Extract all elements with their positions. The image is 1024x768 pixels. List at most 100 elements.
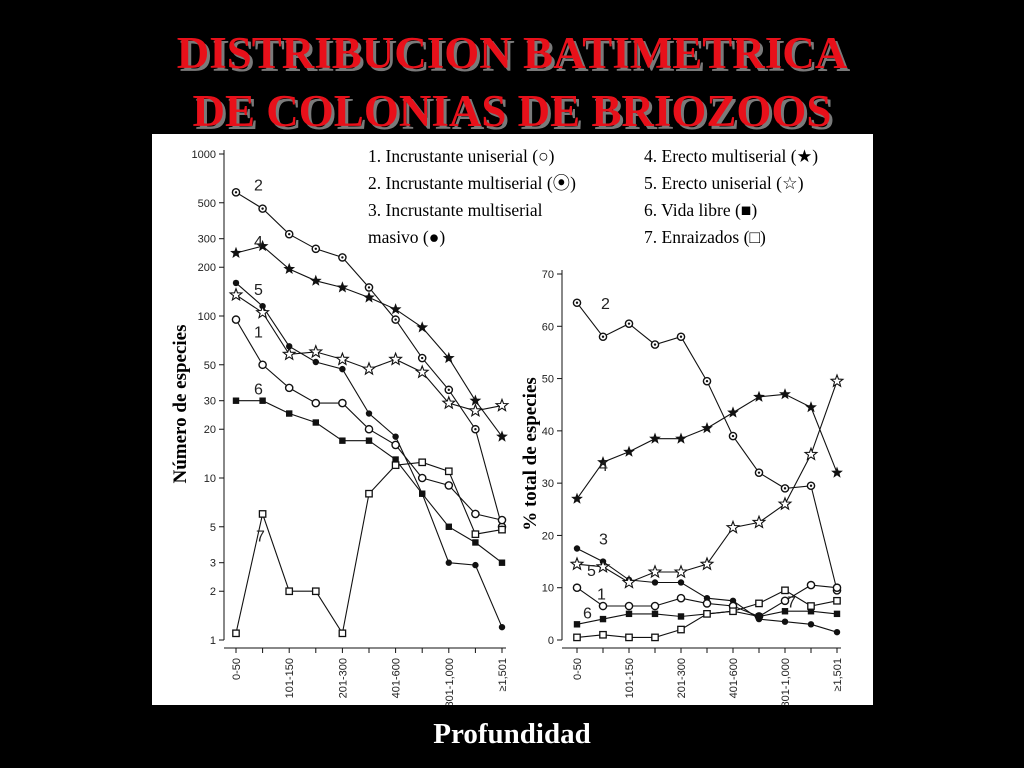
- series-label: 5: [254, 282, 263, 299]
- data-point: [308, 344, 324, 359]
- data-point: [498, 525, 506, 534]
- data-point: [441, 395, 457, 410]
- data-point: [365, 437, 373, 444]
- data-point: [699, 556, 715, 571]
- legend-item-1: 1. Incrustante uniserial (○): [368, 146, 555, 166]
- data-point: [624, 601, 634, 611]
- y-tick-label: 1: [210, 635, 216, 647]
- data-point: [727, 406, 739, 418]
- x-tick-label: 201-300: [337, 658, 349, 698]
- data-point: [232, 397, 240, 404]
- data-point: [569, 556, 585, 571]
- y-tick-label: 2: [210, 586, 216, 598]
- data-point-center: [731, 434, 735, 438]
- y-tick-label: 100: [198, 311, 216, 323]
- x-tick-label: 201-300: [676, 658, 688, 698]
- data-point: [336, 281, 349, 293]
- data-point: [283, 262, 296, 274]
- series-6: 6: [232, 382, 506, 566]
- y-tick-label: 3: [210, 558, 216, 570]
- data-point: [572, 583, 582, 593]
- data-point: [363, 291, 375, 303]
- y-tick-label: 30: [204, 396, 216, 408]
- data-point-center: [653, 343, 657, 346]
- data-point: [703, 610, 711, 618]
- data-point: [339, 437, 346, 444]
- series-7: 7: [232, 458, 506, 638]
- y-tick-label: 30: [542, 478, 554, 490]
- data-point: [256, 239, 269, 252]
- y-tick-label: 500: [198, 198, 216, 210]
- data-point: [807, 602, 815, 610]
- data-point: [471, 530, 480, 539]
- data-point-center: [314, 247, 317, 250]
- series-7: 7: [573, 586, 841, 642]
- chart-2: 0 10 20 30 40 50 60 70 0-50 101-150 201-300 401-600…: [520, 269, 845, 705]
- data-point: [338, 629, 347, 638]
- data-point: [779, 388, 791, 400]
- series-label: 2: [601, 296, 610, 313]
- data-point: [781, 608, 789, 615]
- data-point-center: [447, 388, 450, 392]
- data-point: [258, 510, 267, 518]
- y-tick-label: 300: [198, 234, 216, 246]
- x-tick-label: ≥1,501: [497, 658, 509, 692]
- y-tick-label: 20: [204, 424, 216, 436]
- slide-title-line1: DISTRIBUCION BATIMETRICA: [176, 28, 848, 78]
- data-point: [649, 432, 661, 444]
- data-point: [311, 398, 321, 408]
- y-tick-label: 10: [542, 583, 554, 595]
- legend-item-2: 2. Incrustante multiserial (⦿): [368, 173, 576, 193]
- legend-item-6: 6. Vida libre (■): [644, 200, 758, 220]
- data-point: [780, 596, 790, 606]
- y-tick-label: 50: [542, 374, 554, 386]
- data-point: [497, 515, 507, 525]
- y-tick-label: 200: [198, 262, 216, 274]
- data-point: [335, 351, 350, 366]
- data-point: [365, 410, 373, 417]
- series-4: 4: [230, 234, 508, 442]
- data-point: [833, 610, 841, 618]
- data-point: [496, 430, 508, 442]
- chart-1: 1 2 3 5 10 20 30 50 100 200 300 500 1000 0-50 101-150 2…: [170, 149, 510, 705]
- data-point-center: [783, 487, 787, 490]
- data-point: [677, 613, 685, 620]
- data-point: [781, 618, 789, 625]
- data-point: [777, 496, 793, 511]
- y-tick-label: 70: [542, 269, 554, 281]
- series-label: 7: [256, 528, 265, 545]
- series-label: 6: [254, 382, 263, 399]
- data-point: [599, 615, 607, 623]
- data-point: [647, 564, 663, 579]
- x-tick-label: 0-50: [231, 658, 243, 680]
- y-tick-label: 60: [542, 321, 554, 333]
- data-point: [755, 599, 763, 608]
- data-point: [417, 473, 427, 483]
- data-point: [751, 514, 767, 529]
- data-point: [625, 610, 633, 618]
- x-tick-label: 101-150: [624, 658, 636, 698]
- data-point: [701, 422, 713, 434]
- data-point: [498, 559, 506, 566]
- x-tick-label: ≥1,501: [832, 658, 844, 692]
- data-point: [444, 467, 453, 476]
- data-point: [445, 523, 452, 530]
- data-point: [444, 481, 454, 490]
- legend-item-7: 7. Enraizados (□): [644, 227, 766, 247]
- data-point: [673, 564, 689, 579]
- data-point: [365, 489, 373, 498]
- data-point: [677, 579, 685, 586]
- data-point: [831, 466, 843, 478]
- data-point: [677, 625, 685, 634]
- series-2: 2: [572, 296, 842, 595]
- y-tick-label: 40: [542, 426, 554, 438]
- data-point-center: [234, 191, 238, 194]
- data-point: [725, 519, 741, 534]
- data-point: [471, 509, 480, 519]
- legend-item-3b: masivo (●): [368, 227, 446, 247]
- data-point: [445, 559, 452, 566]
- data-point: [281, 346, 297, 361]
- series-line-7: [235, 461, 503, 635]
- data-point-center: [474, 428, 477, 431]
